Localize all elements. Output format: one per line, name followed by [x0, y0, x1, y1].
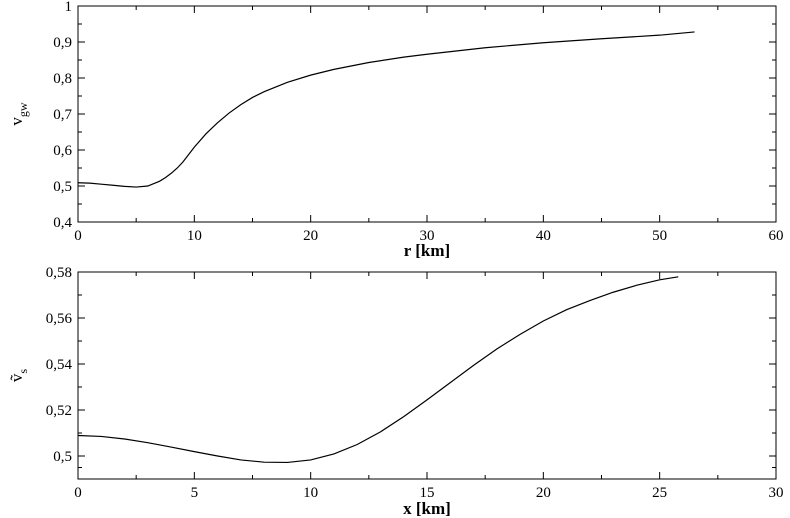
x-tick-label: 20 [303, 228, 318, 244]
plot-frame [77, 271, 777, 480]
x-tick-label: 0 [74, 228, 82, 244]
x-tick-label: 5 [191, 485, 199, 501]
y-tick-label: 0,4 [53, 215, 72, 231]
y-axis-title: ṽs [7, 369, 30, 383]
x-tick-label: 25 [652, 485, 667, 501]
y-tick-label: 1 [65, 0, 73, 15]
y-tick-label: 0,5 [53, 179, 72, 195]
y-tick-label: 0,54 [46, 357, 73, 373]
y-tick-label: 0,7 [53, 107, 72, 123]
x-tick-label: 40 [536, 228, 551, 244]
y-axis-title-main: v [7, 117, 26, 126]
y-axis-title-subscript: s [16, 369, 30, 374]
series-line [77, 31, 695, 188]
x-axis-title: x [km] [403, 499, 451, 518]
x-tick-label: 50 [652, 228, 667, 244]
y-axis-title-main: ṽ [7, 373, 26, 382]
x-tick-label: 30 [420, 228, 435, 244]
y-axis-title-subscript: gw [16, 102, 30, 117]
top-chart-panel: 0 10 20 30 40 50 60 0,4 0,5 0,6 0,7 0,8 0,9 1 r [km] vg… [7, 0, 784, 260]
x-tick-label: 10 [187, 228, 202, 244]
y-tick-label: 0,6 [53, 143, 72, 159]
x-tick-label: 10 [303, 485, 318, 501]
x-tick-label: 30 [769, 485, 784, 501]
series-line [77, 276, 679, 464]
x-axis-title: r [km] [404, 241, 450, 260]
x-tick-label: 15 [420, 485, 435, 501]
y-tick-label: 0,8 [53, 71, 72, 87]
plot-frame [77, 5, 777, 223]
y-tick-label: 0,9 [53, 35, 72, 51]
y-tick-label: 0,58 [46, 265, 72, 281]
x-tick-label: 60 [769, 228, 784, 244]
y-tick-label: 0,5 [53, 449, 72, 465]
y-tick-label: 0,52 [46, 403, 72, 419]
x-tick-label: 20 [536, 485, 551, 501]
y-axis-title: vgw [7, 102, 30, 126]
bottom-chart-panel: 0 5 10 15 20 25 30 0,5 0,52 0,54 0,56 0,58 x [km] ṽs [7, 265, 784, 518]
y-tick-label: 0,56 [46, 311, 73, 327]
x-tick-label: 0 [74, 485, 82, 501]
